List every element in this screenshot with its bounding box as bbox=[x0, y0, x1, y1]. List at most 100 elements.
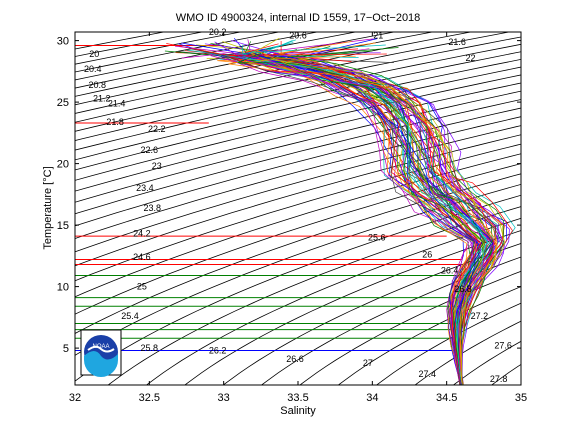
y-axis-ticks: 5 10 15 20 25 30 bbox=[57, 36, 521, 355]
profile-line bbox=[186, 49, 488, 385]
chart-title: WMO ID 4900324, internal ID 1559, 17−Oct… bbox=[176, 12, 421, 24]
profile-line bbox=[260, 58, 516, 385]
contour-label: 26.4 bbox=[441, 266, 459, 276]
contour-label: 26.2 bbox=[209, 346, 227, 356]
contour-label: 24.2 bbox=[133, 229, 151, 239]
profile-line bbox=[255, 58, 495, 385]
density-contour bbox=[75, 32, 397, 97]
contour-labels: 20 20.4 20.8 21.221.4 21.8 22.2 22.6 23 23.4 23.8… bbox=[84, 27, 512, 384]
y-tick-label: 20 bbox=[57, 159, 69, 171]
contour-label: 26.6 bbox=[286, 354, 304, 364]
profile-line bbox=[248, 59, 506, 385]
density-contour bbox=[75, 58, 521, 161]
noaa-logo-text: NOAA bbox=[92, 344, 109, 350]
contour-label: 21.6 bbox=[448, 37, 466, 47]
contour-label: 24.6 bbox=[133, 252, 151, 262]
contour-label: 27 bbox=[363, 358, 373, 368]
x-tick-label: 32.5 bbox=[139, 392, 160, 404]
x-tick-label: 34 bbox=[366, 392, 378, 404]
density-contour bbox=[260, 256, 521, 385]
profile-line bbox=[217, 55, 477, 385]
contour-label: 20.4 bbox=[84, 64, 102, 74]
density-contour bbox=[75, 99, 521, 215]
density-contour bbox=[75, 74, 521, 181]
density-contour bbox=[75, 82, 521, 192]
x-tick-label: 33.5 bbox=[287, 392, 308, 404]
profile-line bbox=[255, 53, 480, 385]
contour-label: 22 bbox=[465, 53, 475, 63]
profile-line bbox=[189, 48, 476, 385]
contour-label: 21.2 bbox=[93, 93, 111, 103]
x-tick-label: 34.5 bbox=[436, 392, 457, 404]
density-contour bbox=[75, 32, 512, 123]
profile-line bbox=[209, 55, 486, 385]
density-contour bbox=[75, 116, 521, 239]
y-tick-label: 15 bbox=[57, 220, 69, 232]
contour-label: 27.4 bbox=[419, 369, 437, 379]
density-contour bbox=[184, 230, 521, 385]
profile-line bbox=[255, 50, 498, 384]
y-tick-label: 5 bbox=[63, 343, 69, 355]
y-tick-label: 25 bbox=[57, 97, 69, 109]
contour-label: 21.4 bbox=[108, 98, 126, 108]
density-contour bbox=[376, 302, 521, 385]
contour-label: 22.2 bbox=[148, 124, 166, 134]
profile-line bbox=[174, 45, 477, 385]
y-tick-label: 10 bbox=[57, 282, 69, 294]
contour-label: 26.8 bbox=[454, 284, 472, 294]
contour-label: 25.4 bbox=[121, 311, 139, 321]
density-contour bbox=[222, 243, 521, 385]
density-contour bbox=[75, 32, 435, 106]
density-contour bbox=[75, 32, 473, 114]
profile-line bbox=[237, 51, 484, 385]
x-axis-ticks: 32 32.5 33 33.5 34 34.5 35 bbox=[69, 32, 527, 404]
density-contour bbox=[299, 270, 521, 385]
profile-line bbox=[206, 57, 478, 385]
density-contour bbox=[75, 173, 521, 334]
contour-label: 25 bbox=[137, 282, 147, 292]
contour-label: 22.6 bbox=[141, 145, 159, 155]
x-tick-label: 35 bbox=[515, 392, 527, 404]
profile-line bbox=[164, 50, 471, 385]
x-axis-label: Salinity bbox=[280, 405, 316, 417]
y-axis-label: Temperature [°C] bbox=[42, 166, 54, 249]
density-contour bbox=[145, 217, 521, 385]
x-tick-label: 32 bbox=[69, 392, 81, 404]
contour-label: 20.8 bbox=[89, 80, 107, 90]
noaa-logo-icon: NOAA bbox=[80, 329, 122, 377]
profile-line bbox=[235, 51, 468, 384]
profile-line bbox=[216, 54, 475, 385]
profile-line bbox=[175, 52, 488, 384]
density-contour bbox=[75, 36, 521, 132]
density-contour bbox=[75, 143, 521, 282]
density-contour bbox=[107, 206, 521, 385]
profile-lines bbox=[164, 37, 516, 385]
contour-label: 21.8 bbox=[106, 117, 124, 127]
contour-label: 27.2 bbox=[471, 311, 489, 321]
contour-label: 21 bbox=[373, 31, 383, 41]
density-contour bbox=[414, 320, 521, 385]
density-contour bbox=[75, 153, 521, 298]
contour-label: 26 bbox=[422, 250, 432, 260]
contour-label: 23.4 bbox=[136, 183, 154, 193]
contour-label: 27.6 bbox=[494, 341, 512, 351]
contour-label: 25.6 bbox=[368, 232, 386, 242]
profile-line bbox=[225, 54, 503, 385]
contour-label: 27.8 bbox=[490, 374, 508, 384]
density-contour bbox=[75, 107, 521, 227]
density-contour bbox=[75, 32, 358, 89]
y-tick-label: 30 bbox=[57, 36, 69, 48]
contour-label: 23.8 bbox=[144, 203, 162, 213]
density-contour bbox=[337, 286, 521, 385]
density-contour bbox=[75, 66, 521, 171]
density-contour bbox=[75, 134, 521, 267]
density-contour bbox=[75, 43, 521, 141]
contour-label: 20 bbox=[89, 49, 99, 59]
density-contour bbox=[75, 163, 521, 315]
density-contour bbox=[75, 125, 521, 253]
contour-label: 25.8 bbox=[141, 343, 159, 353]
contour-label: 23 bbox=[152, 161, 162, 171]
x-tick-label: 33 bbox=[218, 392, 230, 404]
profile-line bbox=[231, 40, 510, 385]
